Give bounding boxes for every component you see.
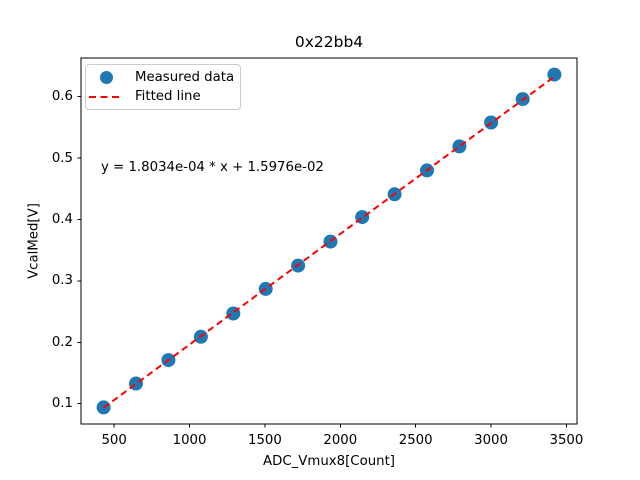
axes-border <box>80 57 578 425</box>
dashed-line-icon <box>89 95 123 98</box>
x-tick-label: 2500 <box>398 433 433 448</box>
x-tick-label: 1500 <box>248 433 282 448</box>
legend-label-fitted: Fitted line <box>135 89 201 104</box>
legend-box: Measured data Fitted line <box>85 64 241 110</box>
chart-title: 0x22bb4 <box>294 33 364 51</box>
x-tick-label: 3000 <box>474 433 508 448</box>
fit-equation-annotation: y = 1.8034e-04 * x + 1.5976e-02 <box>101 160 324 175</box>
x-tick-label: 1000 <box>172 433 207 448</box>
x-tick-label: 500 <box>101 433 127 448</box>
x-tick-label: 2000 <box>323 433 358 448</box>
y-tick-label: 0.4 <box>51 212 73 227</box>
y-tick-label: 0.3 <box>51 273 73 289</box>
y-tick-label: 0.5 <box>51 150 73 166</box>
legend-line-sample <box>86 89 126 105</box>
legend-marker-sample <box>86 70 126 86</box>
y-tick-label: 0.6 <box>51 89 73 105</box>
legend-item-measured-data: Measured data <box>86 68 240 87</box>
y-tick-label: 0.2 <box>51 334 73 350</box>
x-tick-label: 3500 <box>549 433 584 448</box>
data-point <box>452 139 467 154</box>
y-tick-label: 0.1 <box>51 396 73 412</box>
x-axis-label: ADC_Vmux8[Count] <box>263 454 395 469</box>
legend-item-fitted-line: Fitted line <box>86 87 240 106</box>
legend-label-measured: Measured data <box>135 70 235 85</box>
fitted-line <box>103 75 555 409</box>
scatter-marker-icon <box>99 71 113 84</box>
